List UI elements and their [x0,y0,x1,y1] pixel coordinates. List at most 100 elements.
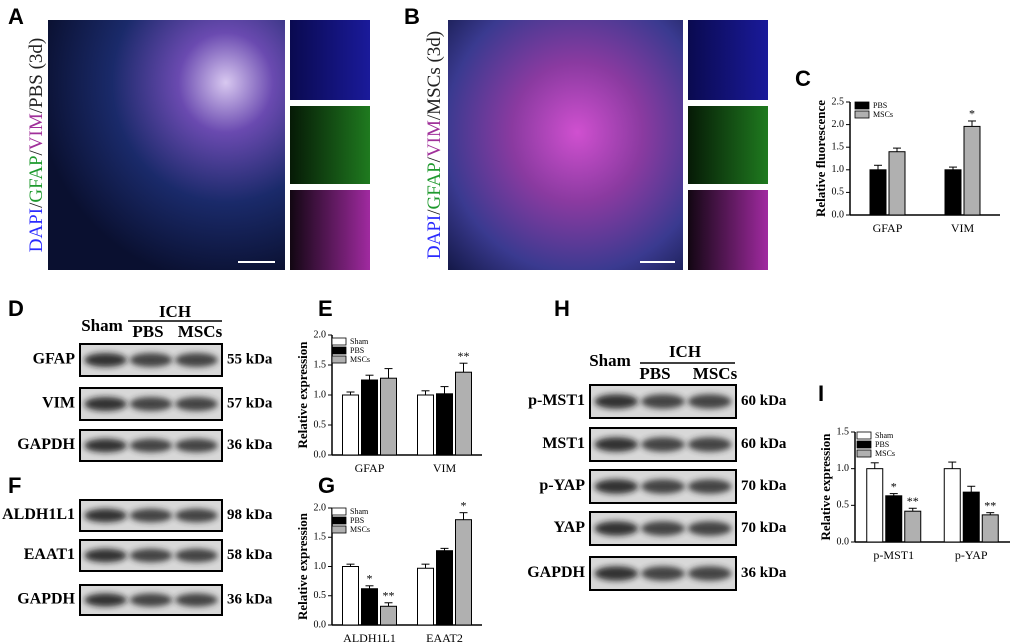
bar [342,394,359,456]
protein-label: VIM [42,395,75,412]
lane-label: PBS [132,322,163,341]
bar [361,379,378,456]
legend-swatch [331,337,347,346]
lane-label: PBS [639,364,670,383]
legend-label: PBS [350,516,364,525]
micrograph [48,20,285,270]
label-part: /MSCs (3d) [424,31,445,120]
bar [417,567,434,626]
label-part: VIM [26,113,47,150]
label-part: / [424,209,445,215]
blot-band [129,438,173,453]
x-tick-label: GFAP [873,221,903,235]
blot-band [594,437,639,452]
bar [888,151,906,216]
x-tick-label: VIM [951,221,975,235]
label-part: / [424,156,445,162]
lane-label: Sham [589,351,631,370]
protein-label: MST1 [542,435,585,452]
legend-swatch [331,346,347,355]
protein-label: GAPDH [527,564,585,581]
legend-swatch [854,101,870,110]
blot-band [175,593,218,607]
protein-label: p-MST1 [528,392,585,409]
y-tick-label: 0.0 [832,209,845,220]
blot-band [641,479,685,494]
size-label: 57 kDa [227,395,273,411]
blot-band [84,352,127,368]
blot-band [129,396,173,412]
x-tick-label: p-MST1 [873,548,914,562]
size-label: 36 kDa [741,565,787,581]
legend-label: MSCs [873,110,893,119]
panel-label: G [318,473,335,498]
blot-band [687,566,732,581]
panel-label: H [554,296,570,321]
x-tick-label: EAAT2 [426,631,463,643]
channel-image [290,106,370,184]
bar [962,491,980,543]
blot-band [84,508,127,523]
label-part: GFAP [424,162,445,209]
blot-band [175,352,218,368]
blot-band [641,437,685,452]
y-axis-label: Relative fluorescence [813,100,828,217]
legend-swatch [856,431,872,440]
x-tick-label: GFAP [355,461,385,475]
y-tick-label: 1.5 [832,141,845,152]
blot-band [175,508,218,523]
y-tick-label: 1.5 [837,426,850,437]
blot-band [84,438,127,453]
bar [361,588,378,626]
y-axis-label: Relative expression [295,512,310,620]
bar [342,566,359,626]
y-tick-label: 1.5 [314,532,327,543]
y-tick-label: 2.0 [314,329,327,340]
significance: ** [458,349,470,363]
blot-band [641,566,685,581]
bar [866,468,884,543]
blot-band [687,521,732,536]
group-label: ICH [669,342,701,361]
legend-label: MSCs [350,525,370,534]
label-part: /PBS (3d) [26,38,47,114]
bar [436,550,453,626]
panel-label: A [8,4,24,29]
significance: ** [383,589,395,603]
legend-label: Sham [875,431,894,440]
y-tick-label: 1.0 [314,389,327,400]
y-tick-label: 0.5 [837,500,850,511]
lane-label: Sham [81,316,123,335]
protein-label: GAPDH [17,591,75,608]
protein-label: GFAP [33,351,76,368]
bar [981,514,999,543]
bar [885,495,903,543]
blot-band [84,548,127,563]
micrograph [448,20,683,270]
y-tick-label: 1.0 [837,463,850,474]
label-part: GFAP [26,155,47,202]
legend-label: PBS [873,101,887,110]
bar [869,169,887,216]
legend-label: MSCs [875,449,895,458]
image-label: DAPI/GFAP/VIM/MSCs (3d) [424,31,445,259]
protein-label: p-YAP [539,477,585,494]
size-label: 60 kDa [741,393,787,409]
legend-swatch [854,110,870,119]
legend-label: PBS [875,440,889,449]
legend-label: Sham [350,507,369,516]
group-label: ICH [159,302,191,321]
bar [944,169,962,216]
bar [943,468,961,543]
bar [904,510,922,543]
y-tick-label: 1.0 [832,164,845,175]
bar [436,393,453,456]
legend-swatch [856,449,872,458]
blot-band [687,394,732,409]
y-tick-label: 0.0 [314,619,327,630]
channel-image [688,20,768,100]
blot-band [84,593,127,607]
protein-label: EAAT1 [24,546,75,563]
size-label: 55 kDa [227,351,273,367]
legend-swatch [331,516,347,525]
